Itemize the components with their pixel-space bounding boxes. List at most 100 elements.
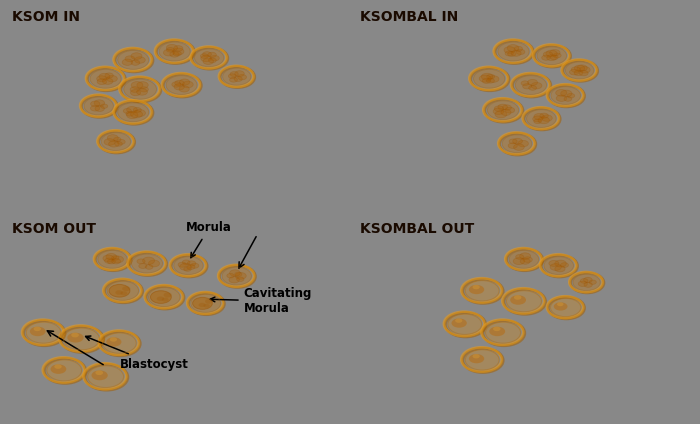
Text: Cavitating
Morula: Cavitating Morula	[210, 287, 312, 315]
Circle shape	[143, 257, 155, 265]
Circle shape	[512, 138, 522, 144]
Circle shape	[122, 286, 130, 291]
Circle shape	[486, 74, 495, 79]
Circle shape	[570, 69, 579, 75]
Circle shape	[237, 277, 244, 282]
Circle shape	[110, 338, 117, 342]
Circle shape	[480, 75, 491, 82]
Circle shape	[561, 263, 568, 268]
Circle shape	[179, 79, 190, 85]
Circle shape	[140, 87, 148, 92]
Circle shape	[534, 114, 544, 120]
Circle shape	[111, 256, 119, 260]
Text: KSOMBAL OUT: KSOMBAL OUT	[360, 222, 475, 236]
Circle shape	[131, 53, 142, 59]
Circle shape	[580, 70, 588, 76]
Circle shape	[173, 51, 181, 56]
Circle shape	[116, 290, 123, 295]
Circle shape	[205, 299, 213, 304]
Circle shape	[589, 280, 596, 285]
Circle shape	[95, 106, 104, 112]
Circle shape	[98, 251, 127, 268]
Text: Morula: Morula	[186, 221, 232, 258]
Circle shape	[567, 93, 575, 98]
Circle shape	[137, 82, 148, 89]
Circle shape	[485, 322, 521, 343]
Circle shape	[137, 259, 145, 264]
Circle shape	[452, 318, 467, 328]
Circle shape	[103, 255, 114, 262]
Circle shape	[515, 75, 547, 95]
Circle shape	[516, 49, 525, 55]
Circle shape	[209, 58, 216, 63]
Circle shape	[184, 267, 191, 271]
Text: KSOMBAL IN: KSOMBAL IN	[360, 10, 458, 24]
Circle shape	[507, 45, 519, 52]
Circle shape	[528, 79, 538, 85]
Circle shape	[30, 326, 46, 336]
Circle shape	[238, 75, 246, 80]
Circle shape	[187, 265, 195, 270]
Circle shape	[139, 264, 147, 268]
Circle shape	[179, 86, 189, 92]
Circle shape	[134, 109, 146, 117]
Circle shape	[584, 277, 592, 282]
Circle shape	[102, 133, 131, 151]
Circle shape	[482, 78, 491, 84]
Circle shape	[208, 52, 216, 57]
Circle shape	[489, 326, 505, 336]
Circle shape	[107, 281, 139, 301]
Circle shape	[136, 89, 148, 95]
Circle shape	[102, 78, 113, 84]
Circle shape	[235, 273, 246, 279]
Circle shape	[148, 260, 160, 267]
Circle shape	[117, 139, 125, 145]
Circle shape	[95, 371, 103, 375]
Circle shape	[126, 112, 134, 116]
Circle shape	[473, 354, 480, 358]
Circle shape	[473, 285, 480, 289]
Circle shape	[174, 84, 184, 90]
Circle shape	[533, 116, 542, 122]
Circle shape	[174, 257, 203, 275]
Circle shape	[99, 73, 110, 80]
Circle shape	[523, 257, 532, 262]
Text: KSOM OUT: KSOM OUT	[13, 222, 97, 236]
Circle shape	[487, 101, 519, 120]
Circle shape	[554, 302, 568, 310]
Circle shape	[574, 70, 583, 75]
Circle shape	[584, 282, 592, 287]
Circle shape	[511, 50, 522, 56]
Circle shape	[118, 103, 149, 122]
Circle shape	[553, 53, 561, 58]
Circle shape	[488, 76, 499, 82]
Circle shape	[106, 254, 116, 260]
Circle shape	[448, 314, 482, 335]
Circle shape	[105, 73, 113, 78]
Circle shape	[230, 72, 238, 77]
Circle shape	[108, 259, 116, 264]
Circle shape	[550, 50, 560, 56]
Circle shape	[123, 109, 132, 113]
Circle shape	[112, 259, 120, 264]
Circle shape	[157, 296, 164, 301]
Circle shape	[542, 115, 552, 121]
Circle shape	[234, 71, 244, 76]
Circle shape	[509, 139, 517, 144]
Circle shape	[127, 112, 138, 119]
Circle shape	[131, 111, 143, 118]
Circle shape	[523, 84, 531, 89]
Circle shape	[201, 55, 211, 61]
Circle shape	[520, 258, 530, 264]
Circle shape	[193, 297, 212, 310]
Text: Blastocyst: Blastocyst	[85, 336, 188, 371]
Circle shape	[67, 333, 83, 343]
Circle shape	[537, 47, 566, 65]
Circle shape	[544, 257, 573, 275]
Circle shape	[455, 318, 463, 323]
Circle shape	[55, 364, 62, 369]
Circle shape	[519, 253, 531, 259]
Circle shape	[521, 81, 529, 86]
Text: KSOM IN: KSOM IN	[13, 10, 80, 24]
Circle shape	[518, 140, 528, 147]
